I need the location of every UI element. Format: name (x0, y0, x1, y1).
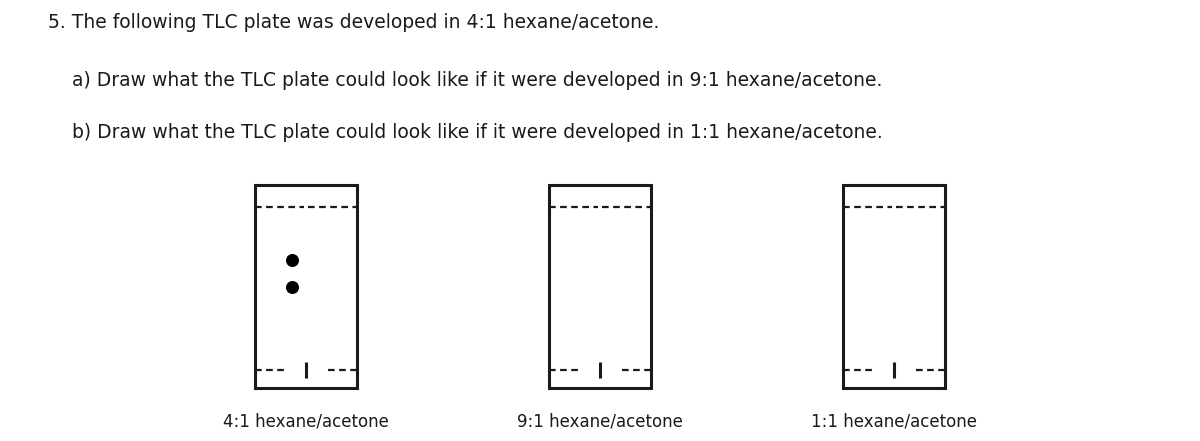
Bar (550, 185, 650, 388)
Text: 9:1 hexane/acetone: 9:1 hexane/acetone (517, 412, 683, 430)
Text: 1:1 hexane/acetone: 1:1 hexane/acetone (811, 412, 977, 430)
Text: b) Draw what the TLC plate could look like if it were developed in 1:1 hexane/ac: b) Draw what the TLC plate could look li… (48, 123, 883, 142)
Text: 4:1 hexane/acetone: 4:1 hexane/acetone (223, 412, 389, 430)
Point (282, 283, 301, 290)
Bar (256, 185, 358, 388)
Point (282, 257, 301, 264)
Bar (842, 185, 946, 388)
Text: a) Draw what the TLC plate could look like if it were developed in 9:1 hexane/ac: a) Draw what the TLC plate could look li… (48, 71, 882, 90)
Text: 5. The following TLC plate was developed in 4:1 hexane/acetone.: 5. The following TLC plate was developed… (48, 13, 659, 32)
